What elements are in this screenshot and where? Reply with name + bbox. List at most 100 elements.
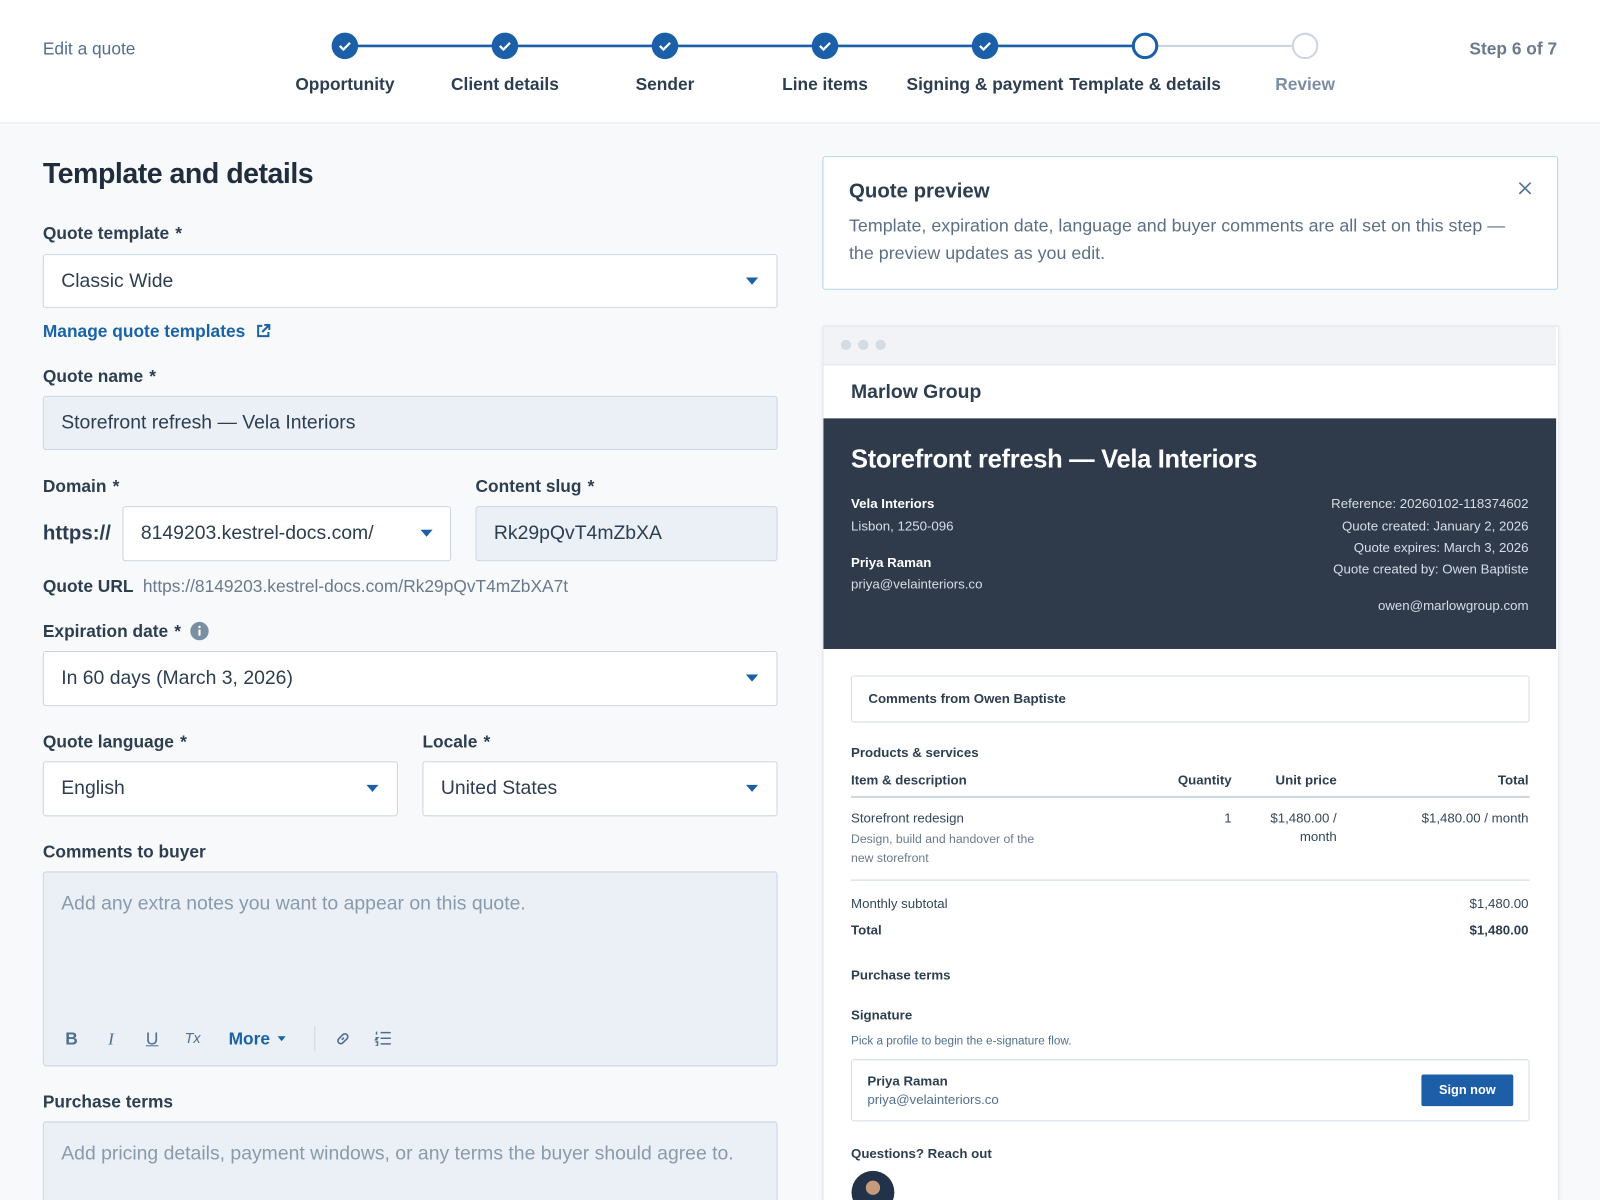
caret bbox=[745, 784, 759, 792]
toolbar-divider bbox=[314, 1026, 316, 1052]
caret bbox=[745, 674, 759, 682]
signer-card bbox=[851, 1059, 1530, 1122]
field-label: Content slug * bbox=[476, 476, 595, 498]
subtotal-label: Monthly subtotal bbox=[851, 895, 948, 912]
company-name: Marlow Group bbox=[851, 381, 982, 404]
underline-button[interactable]: U bbox=[145, 1028, 159, 1049]
page-title: Edit a quote bbox=[42, 39, 136, 59]
item-unit-price: $1,480.00 / month bbox=[1270, 810, 1337, 844]
input-value: Storefront refresh — Vela Interiors bbox=[61, 412, 356, 434]
input-value: Rk29pQvT4mZbXA bbox=[493, 522, 662, 545]
step-label: Opportunity bbox=[295, 74, 395, 94]
step-complete[interactable] bbox=[811, 32, 839, 60]
more-text: More bbox=[228, 1028, 271, 1049]
step-complete[interactable] bbox=[331, 32, 359, 60]
field-label: Expiration date * bbox=[43, 621, 181, 643]
step-label: Line items bbox=[782, 74, 868, 94]
select-value: 8149203.kestrel-docs.com/ bbox=[140, 522, 374, 545]
purchase-terms-title: Purchase terms bbox=[851, 967, 951, 983]
signer-email: priya@velainteriors.co bbox=[867, 1091, 999, 1108]
field-label: Quote template * bbox=[43, 223, 182, 245]
step-label: Review bbox=[1275, 74, 1335, 94]
avatar bbox=[851, 1170, 895, 1200]
step-current bbox=[1131, 32, 1159, 60]
caret bbox=[277, 1036, 286, 1042]
caret bbox=[745, 277, 759, 285]
comments-label: Comments to buyer bbox=[42, 842, 206, 862]
field-label: Quote language * bbox=[43, 731, 187, 753]
item-description: Design, build and handover of the new st… bbox=[851, 831, 1035, 866]
select-value: English bbox=[61, 777, 125, 800]
table-rule bbox=[851, 795, 1530, 798]
template-select[interactable] bbox=[42, 254, 778, 309]
column-header: Total bbox=[1497, 772, 1529, 788]
slug-input[interactable] bbox=[475, 506, 778, 562]
signature-hint: Pick a profile to begin the e-signature … bbox=[851, 1035, 1072, 1048]
bold-button[interactable]: B bbox=[65, 1028, 78, 1049]
sender-email: owen@marlowgroup.com bbox=[1377, 597, 1529, 614]
label-text: Locale bbox=[422, 732, 478, 752]
domain-select[interactable] bbox=[122, 506, 452, 562]
required-mark: * bbox=[175, 223, 183, 244]
buyer-email: priya@velainteriors.co bbox=[851, 576, 983, 592]
more-button[interactable]: More bbox=[229, 1028, 287, 1050]
step-complete[interactable] bbox=[971, 32, 999, 60]
signature-title: Signature bbox=[851, 1007, 913, 1023]
label-text: Expiration date bbox=[42, 621, 169, 642]
close-button[interactable] bbox=[1518, 182, 1532, 195]
label-text: Quote language bbox=[42, 732, 174, 752]
notice-title: Quote preview bbox=[848, 180, 990, 203]
quote-url-value: https://8149203.kestrel-docs.com/Rk29pQv… bbox=[142, 576, 569, 597]
sign-now-button[interactable]: Sign now bbox=[1421, 1074, 1514, 1107]
total-label: Total bbox=[851, 922, 882, 938]
select-value: In 60 days (March 3, 2026) bbox=[61, 667, 293, 689]
caret bbox=[420, 529, 433, 537]
info-icon[interactable] bbox=[190, 621, 209, 641]
manage-templates-link[interactable]: Manage quote templates bbox=[43, 321, 271, 343]
label-text: Quote template bbox=[42, 223, 170, 244]
field-label: Domain * bbox=[43, 476, 119, 498]
caret bbox=[366, 784, 379, 792]
quote-banner bbox=[823, 418, 1557, 649]
language-select[interactable] bbox=[42, 761, 398, 817]
products-title: Products & services bbox=[851, 744, 979, 761]
required-mark: * bbox=[180, 732, 187, 752]
link-button[interactable] bbox=[335, 1031, 351, 1047]
label-text: Domain bbox=[42, 476, 107, 497]
italic-button[interactable]: I bbox=[108, 1028, 114, 1049]
required-mark: * bbox=[149, 366, 156, 387]
label-text: Quote name bbox=[42, 366, 144, 387]
select-value: Classic Wide bbox=[61, 270, 174, 292]
purchase-terms-editor[interactable] bbox=[42, 1121, 778, 1200]
questions-title: Questions? Reach out bbox=[851, 1145, 992, 1162]
check-icon bbox=[819, 42, 831, 52]
check-icon bbox=[979, 42, 991, 52]
buyer-contact: Priya Raman bbox=[851, 554, 932, 571]
locale-select[interactable] bbox=[422, 761, 778, 817]
link-text: Manage quote templates bbox=[42, 321, 246, 342]
quote-title: Storefront refresh — Vela Interiors bbox=[851, 445, 1258, 474]
comments-editor[interactable] bbox=[42, 871, 778, 1067]
required-mark: * bbox=[483, 732, 491, 752]
buyer-address: Lisbon, 1250-096 bbox=[851, 518, 954, 534]
step-complete[interactable] bbox=[651, 32, 679, 60]
browser-bar bbox=[823, 326, 1557, 366]
step-complete[interactable] bbox=[491, 32, 519, 60]
field-label: Locale * bbox=[422, 731, 490, 753]
list-button[interactable] bbox=[374, 1031, 391, 1046]
required-mark: * bbox=[174, 621, 182, 642]
comments-title: Comments from Owen Baptiste bbox=[868, 690, 1066, 706]
notice-text: Template, expiration date, language and … bbox=[848, 215, 1506, 264]
buyer-company: Vela Interiors bbox=[851, 495, 935, 512]
expiration-select[interactable] bbox=[42, 651, 778, 707]
check-icon bbox=[499, 42, 511, 52]
window-dots bbox=[840, 339, 886, 350]
clear-format-button[interactable]: Tx bbox=[184, 1029, 201, 1047]
required-mark: * bbox=[587, 476, 595, 497]
placeholder: Add any extra notes you want to appear o… bbox=[61, 892, 526, 915]
column-header: Quantity bbox=[1177, 772, 1232, 788]
quote-meta: Quote expires: March 3, 2026 bbox=[1353, 539, 1529, 555]
quote-name-input[interactable] bbox=[42, 395, 778, 450]
